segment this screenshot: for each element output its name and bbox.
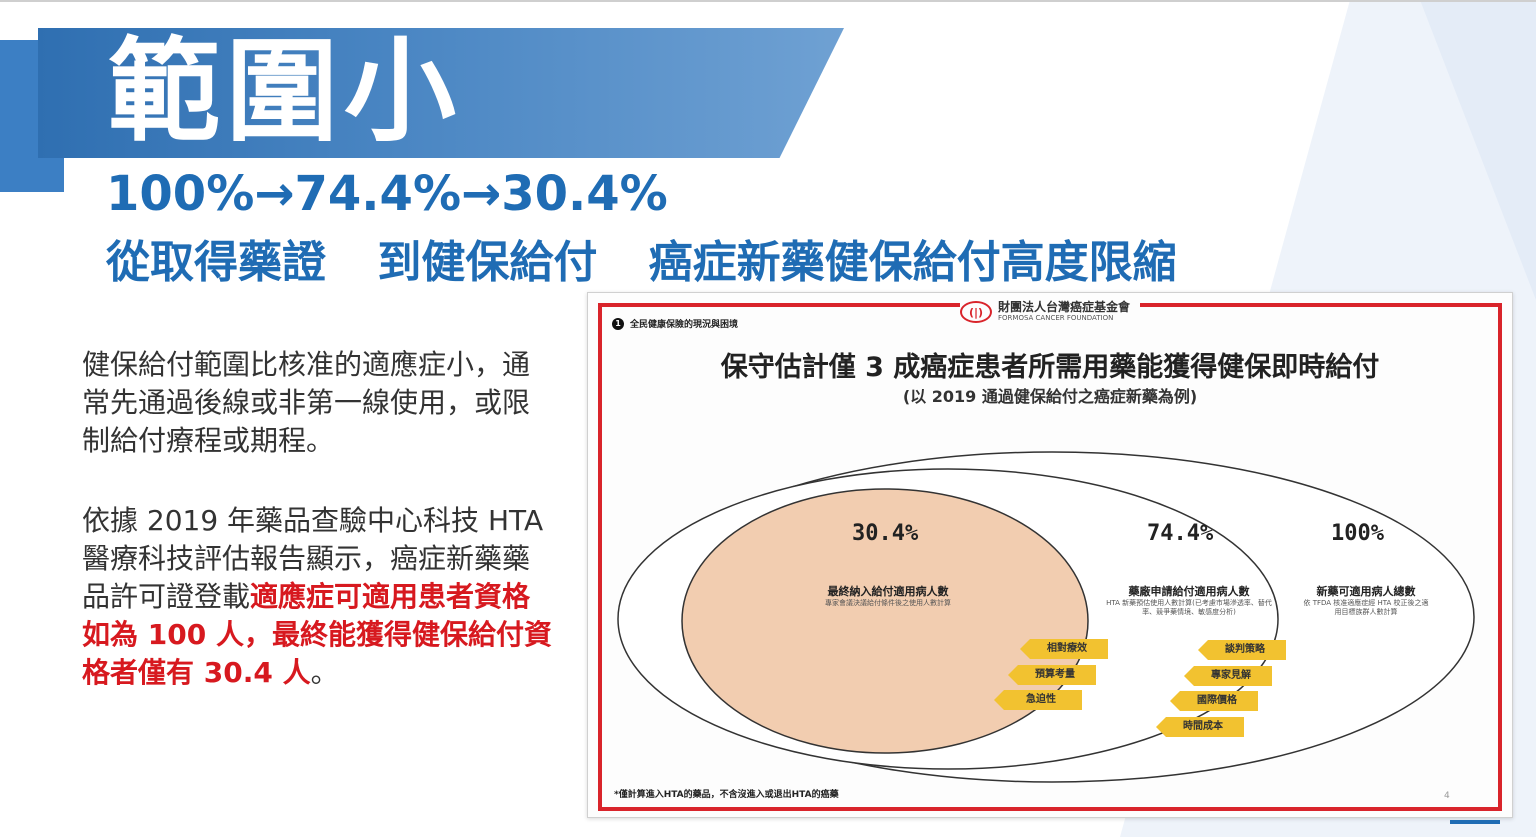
tag-time-cost: 時間成本 <box>1156 717 1244 737</box>
venn-diagram <box>617 451 1475 783</box>
tag-urgency: 急迫性 <box>994 690 1082 710</box>
section-label: 全民健康保險的現況與困境 <box>630 320 739 330</box>
inner-circle-label: 最終納入給付適用病人數 <box>827 585 949 598</box>
foundation-english-name: FORMOSA CANCER FOUNDATION <box>998 314 1114 322</box>
subtitle-part-2: 到健保給付 <box>377 237 598 288</box>
body-paragraph-1: 健保給付範圍比核准的適應症小，通常先通過後線或非第一線使用，或限制給付療程或期程… <box>82 348 531 457</box>
title-banner <box>38 28 844 158</box>
inner-circle-percent: 30.4% <box>852 521 919 546</box>
outer-circle-label: 新藥可適用病人總數 <box>1316 585 1416 598</box>
inner-ellipse-30 <box>681 488 1089 754</box>
bottom-accent-bar <box>1450 820 1500 824</box>
para2-highlight: 適應症可適用患者資格如為 100 人，最終能獲得健保給付資格者僅有 30.4 人 <box>82 580 552 689</box>
figure-section-header: 1 全民健康保險的現況與困境 <box>612 317 738 330</box>
tag-negotiation: 談判策略 <box>1198 640 1286 660</box>
tag-relative-efficacy: 相對療效 <box>1020 639 1108 659</box>
tag-international-price: 國際價格 <box>1170 691 1258 711</box>
subtitle-description: 從取得藥證 到健保給付 癌症新藥健保給付高度限縮 <box>106 226 1213 290</box>
tag-expert-opinion: 專家見解 <box>1184 666 1272 686</box>
embedded-figure: (|) 財團法人台灣癌症基金會 FORMOSA CANCER FOUNDATIO… <box>587 292 1513 818</box>
figure-title: 保守估計僅 3 成癌症患者所需用藥能獲得健保即時給付 <box>720 352 1380 383</box>
subtitle-part-1: 從取得藥證 <box>106 237 326 288</box>
outer-circle-percent: 100% <box>1331 521 1384 546</box>
figure-page-number: 4 <box>1444 791 1450 801</box>
middle-circle-percent: 74.4% <box>1147 521 1214 546</box>
section-number-badge: 1 <box>612 317 624 330</box>
tag-budget: 預算考量 <box>1008 665 1096 685</box>
foundation-logo: (|) 財團法人台灣癌症基金會 FORMOSA CANCER FOUNDATIO… <box>960 295 1140 329</box>
outer-circle-desc: 依 TFDA 核准適應症經 HTA 校正後之適用目標族群人數計算 <box>1303 599 1429 616</box>
subtitle-percentages: 100%→74.4%→30.4% <box>106 166 668 222</box>
para2-text: 依據 2019 年藥品查驗中心科技 HTA 醫療科技評估報告顯示，癌症新藥藥品許… <box>82 504 544 613</box>
figure-footnote: *僅計算進入HTA的藥品，不含沒進入或退出HTA的癌藥 <box>614 790 839 800</box>
middle-circle-desc: HTA 新藥預估使用人數計算(已考慮市場滲透率、替代率、競爭藥情境、敏感度分析) <box>1106 599 1272 616</box>
subtitle-part-3: 癌症新藥健保給付高度限縮 <box>648 237 1177 288</box>
para2-end: 。 <box>310 656 339 689</box>
inner-circle-desc: 專家會議決議給付條件後之使用人數計算 <box>825 599 951 607</box>
figure-subtitle: (以 2019 通過健保給付之癌症新藥為例) <box>902 387 1198 406</box>
foundation-logo-icon: (|) <box>960 301 992 323</box>
middle-circle-label: 藥廠申請給付適用病人數 <box>1128 585 1250 598</box>
foundation-name: 財團法人台灣癌症基金會 <box>998 300 1131 314</box>
slide-title: 範圍小 <box>108 27 462 157</box>
body-paragraph-2: 依據 2019 年藥品查驗中心科技 HTA 醫療科技評估報告顯示，癌症新藥藥品許… <box>82 502 552 692</box>
